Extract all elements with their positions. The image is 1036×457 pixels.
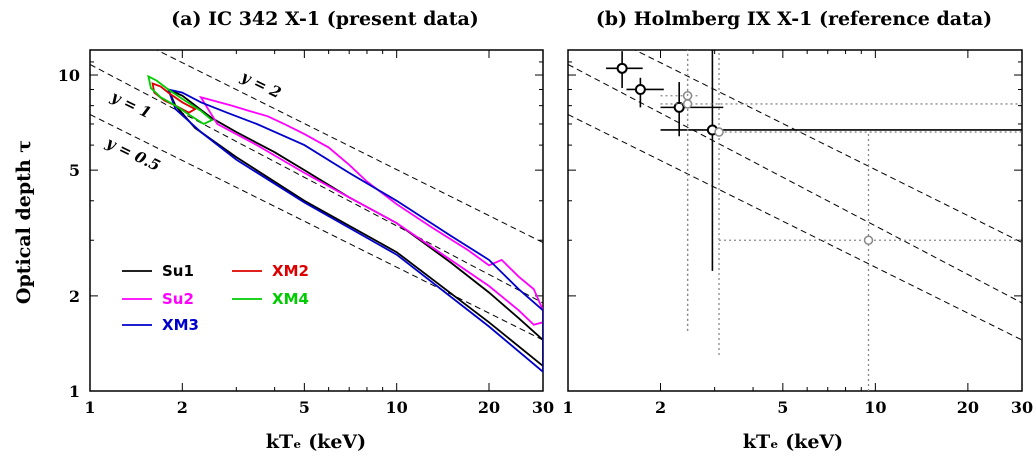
panel-a-title: (a) IC 342 X-1 (present data) [171, 8, 479, 30]
x-tick-label: 20 [957, 398, 979, 417]
series-line-xm3 [166, 88, 543, 373]
reference-line [568, 114, 1022, 341]
data-point [863, 235, 874, 245]
legend-entry-su2: Su2 [162, 290, 194, 308]
reference-line [90, 114, 543, 341]
x-tick-label: 10 [864, 398, 886, 417]
series-line-xm4 [147, 74, 214, 126]
plot-frame [89, 49, 544, 392]
y-tick-label: 1 [69, 382, 80, 401]
data-point [682, 99, 693, 109]
data-point [714, 127, 724, 137]
data-point [673, 101, 685, 113]
reference-line-label: y = 1 [107, 87, 154, 122]
x-tick-label: 5 [777, 398, 788, 417]
x-tick-label: 20 [478, 398, 500, 417]
x-tick-label: 1 [562, 398, 573, 417]
series-line-su1 [166, 87, 543, 368]
x-tick-label: 30 [1011, 398, 1033, 417]
x-tick-label: 2 [655, 398, 666, 417]
data-point [634, 83, 646, 95]
panel-a: (a) IC 342 X-1 (present data) 1 2 5 10 20 30 1… [58, 8, 554, 417]
reference-line [568, 64, 1022, 304]
legend-entry-xm2: XM2 [272, 262, 309, 280]
x-tick-label: 30 [532, 398, 554, 417]
reference-line-label: y = 0.5 [102, 133, 163, 175]
y-tick-label: 2 [69, 287, 80, 306]
x-tick-label: 5 [299, 398, 310, 417]
y-axis-label: Optical depth τ [13, 140, 35, 304]
panel-b-title: (b) Holmberg IX X-1 (reference data) [596, 8, 992, 30]
panel-b: (b) Holmberg IX X-1 (reference data) 1 2 5… [562, 8, 1033, 417]
plot-frame [567, 49, 1023, 392]
reference-line [90, 64, 543, 304]
legend-entry-su1: Su1 [162, 262, 194, 280]
x-tick-label: 1 [84, 398, 95, 417]
x-tick-label: 2 [177, 398, 188, 417]
y-tick-label: 5 [69, 161, 80, 180]
data-point [616, 62, 628, 74]
series-line-su2 [198, 95, 543, 326]
reference-line [155, 50, 543, 243]
reference-line-label: y = 2 [237, 67, 284, 102]
x-axis-label-a: kTₑ (keV) [266, 431, 366, 453]
legend-entry-xm4: XM4 [272, 290, 309, 308]
x-tick-label: 10 [386, 398, 408, 417]
y-tick-label: 10 [58, 66, 80, 85]
x-axis-label-b: kTₑ (keV) [743, 431, 843, 453]
legend-entry-xm3: XM3 [162, 316, 199, 334]
legend: Su1 XM2 Su2 XM4 XM3 [122, 262, 309, 334]
